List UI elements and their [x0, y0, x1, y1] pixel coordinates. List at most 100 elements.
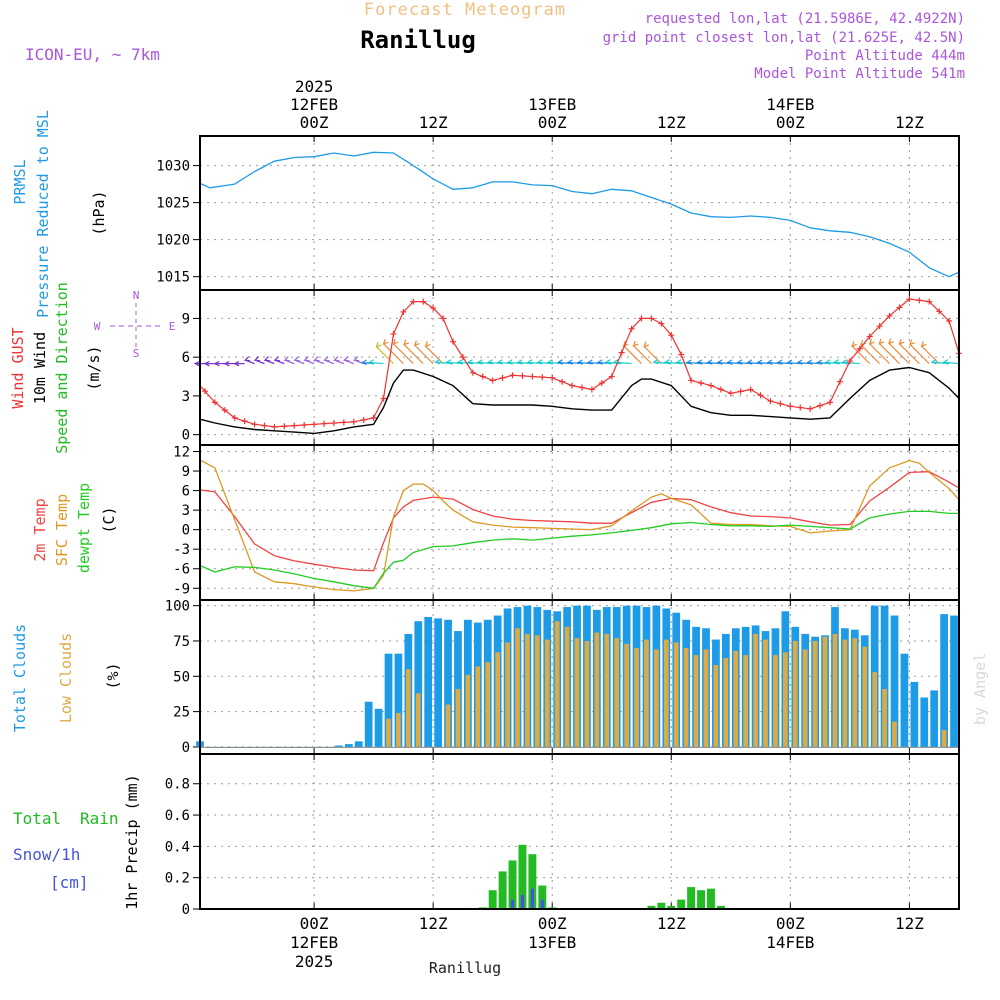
- wind-gust-marker: [648, 315, 655, 322]
- wind-direction-arrow: [323, 356, 335, 365]
- wind-gust-marker: [916, 297, 923, 304]
- low-cloud-bar: [773, 655, 778, 747]
- wind-direction-arrow-head: [675, 359, 682, 365]
- grid-point-coordinates: grid point closest lon,lat (21.625E, 42.…: [603, 30, 965, 46]
- wind-direction-arrow: [293, 356, 305, 365]
- wind-direction-arrow: [806, 359, 821, 365]
- wind-direction-arrow-head: [576, 359, 584, 365]
- wind-gust-marker: [698, 380, 705, 386]
- wind-gust-marker: [261, 422, 268, 429]
- rain-bar: [538, 885, 547, 909]
- temp-sfc-label: SFC Temp: [53, 494, 71, 566]
- precip-ytick-label: 0.8: [165, 777, 190, 793]
- low-cloud-bar: [842, 639, 848, 747]
- wind-gust-marker: [896, 304, 903, 311]
- wind-direction-arrow-shaft: [943, 361, 960, 365]
- pressure-msl-label: Pressure Reduced to MSL: [34, 110, 52, 318]
- wind-gust-marker: [321, 420, 328, 427]
- wind-direction-arrow: [263, 356, 275, 365]
- wind-direction-arrow: [343, 356, 354, 365]
- rain-bar: [528, 854, 537, 909]
- wind-gust-marker: [836, 378, 843, 385]
- total-cloud-bar: [374, 708, 383, 747]
- wind-direction-arrow: [392, 338, 414, 365]
- temp-ytick-label: 9: [182, 464, 190, 480]
- wind-direction-arrow-head: [868, 338, 875, 345]
- low-clouds-label: Low Clouds: [57, 633, 75, 723]
- precip-frame: [199, 753, 960, 910]
- snow-bar: [540, 899, 544, 909]
- low-cloud-bar: [515, 628, 520, 747]
- wind-direction-arrow: [851, 341, 871, 365]
- wind-direction-arrow-head: [726, 359, 733, 365]
- wind-direction-arrow: [920, 341, 940, 365]
- wind-direction-arrow-head: [696, 359, 703, 365]
- wind-gust-marker: [678, 351, 685, 358]
- watermark: by Angel: [971, 653, 989, 725]
- low-cloud-bar: [812, 640, 818, 747]
- wind-direction-arrow-head: [685, 359, 693, 365]
- pressure-panel: 1015 1020 1025 1030: [156, 136, 960, 290]
- temp-dewpt-label: dewpt Temp: [75, 483, 93, 573]
- low-cloud-bar: [475, 666, 481, 747]
- cloud-panel-labels: Total Clouds Low Clouds (%): [11, 624, 122, 732]
- low-cloud-bar: [525, 633, 530, 747]
- low-cloud-bar: [852, 638, 858, 747]
- wind-gust-marker: [886, 312, 893, 319]
- wind-direction-arrow-head: [283, 356, 290, 362]
- wind-direction-arrow-head: [403, 339, 410, 346]
- total-cloud-bar: [910, 681, 919, 747]
- wind-direction-arrow-head: [466, 359, 474, 365]
- wind-gust-marker: [211, 399, 218, 406]
- wind-direction-arrow: [375, 341, 394, 365]
- cloud-ytick-label: 0: [182, 740, 190, 756]
- total-cloud-bar: [364, 701, 373, 747]
- wind-gust-label: Wind GUST: [9, 327, 27, 408]
- wind-gust-marker: [400, 308, 407, 315]
- top-time-label: 00Z: [300, 113, 329, 132]
- temp-panel-labels: 2m Temp SFC Temp dewpt Temp (C): [31, 483, 118, 573]
- low-cloud-bar: [396, 713, 401, 747]
- wind-direction-arrow-head: [353, 356, 360, 362]
- rain-bar: [508, 860, 517, 909]
- top-time-label: 12Z: [657, 113, 686, 132]
- wind-gust-marker: [221, 407, 228, 414]
- wind-direction-arrow-head: [375, 341, 382, 348]
- low-cloud-bar: [386, 718, 391, 747]
- total-cloud-bar: [930, 690, 939, 747]
- wind-direction-arrow-head: [360, 359, 367, 365]
- wind-direction-arrow: [424, 341, 444, 365]
- wind-direction-arrow-head: [878, 338, 885, 345]
- wind-gust-marker: [658, 320, 665, 327]
- wind-direction-arrow-head: [323, 356, 330, 362]
- wind-gust-marker: [459, 354, 466, 361]
- wind-gust-marker: [479, 373, 486, 380]
- low-cloud-bar: [465, 674, 471, 747]
- precip-unit: 1hr Precip (mm): [123, 774, 141, 909]
- wind-direction-arrow-shaft: [383, 343, 404, 365]
- wind-gust-marker: [608, 373, 615, 380]
- wind-direction-arrow-head: [841, 359, 848, 365]
- top-time-label: 12Z: [895, 113, 924, 132]
- wind-direction-arrow-head: [496, 359, 503, 365]
- wind-direction-arrow-shaft: [643, 346, 662, 365]
- wind-gust-marker: [727, 390, 734, 397]
- low-cloud-bar: [554, 621, 560, 747]
- pressure-ytick-label: 1015: [156, 270, 190, 286]
- chart-header-title: Forecast Meteogram: [364, 0, 566, 20]
- cloud-ytick-label: 75: [173, 634, 190, 650]
- prmsl-label: PRMSL: [11, 159, 29, 204]
- wind-ytick-label: 3: [182, 389, 190, 405]
- low-cloud-bar: [783, 652, 788, 747]
- top-time-label: 14FEB: [766, 95, 814, 114]
- wind-gust-marker: [757, 392, 764, 399]
- wind-direction-arrow-shaft: [851, 345, 871, 365]
- low-cloud-bar: [743, 655, 749, 747]
- wind-direction-arrow: [303, 356, 315, 365]
- wind-gust-marker: [360, 416, 367, 423]
- pressure-ytick-label: 1020: [156, 233, 190, 249]
- wind-direction-arrow: [604, 359, 622, 365]
- wind-gust-marker: [420, 298, 427, 305]
- low-cloud-bar: [455, 689, 461, 747]
- wind-direction-arrow-head: [424, 341, 431, 348]
